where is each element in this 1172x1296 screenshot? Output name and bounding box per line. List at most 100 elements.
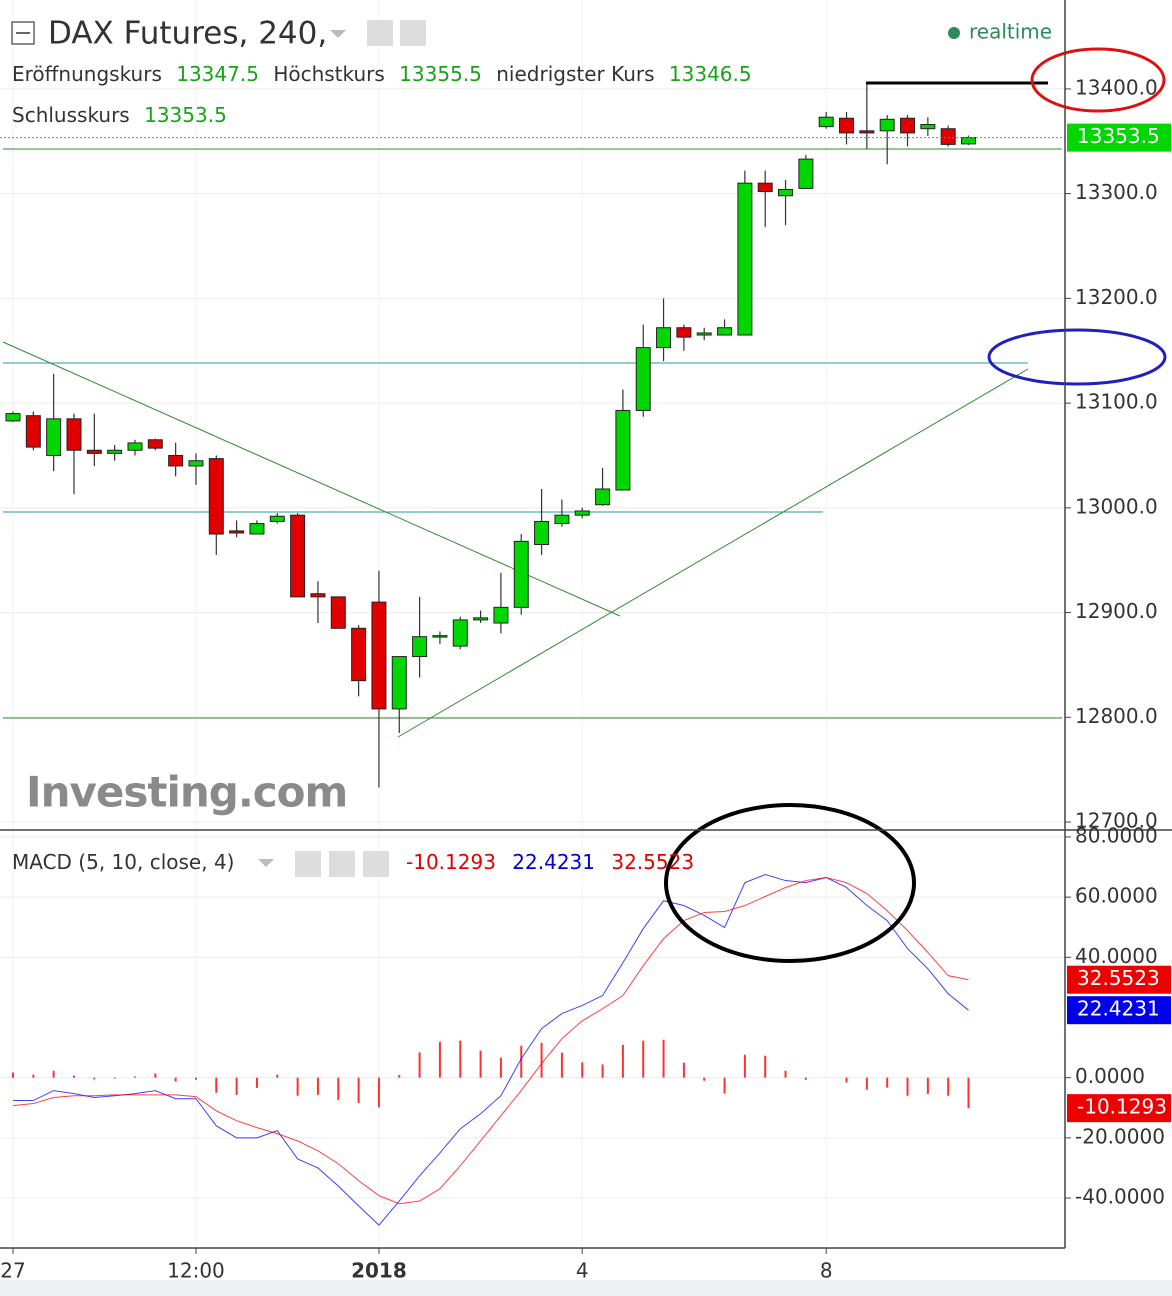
y-tick-label: 13300.0 [1075, 180, 1158, 204]
candle-body [493, 606, 509, 624]
ohlc-legend: Eröffnungskurs 13347.5 Höchstkurs 13355.… [12, 62, 752, 86]
chart-title: DAX Futures, 240, [48, 16, 327, 52]
settings-icon[interactable] [400, 20, 426, 46]
price-badge [1067, 1094, 1171, 1123]
status: realtime [969, 20, 1052, 44]
macd-value: 22.4231 [512, 850, 595, 874]
y-tick-label: -40.0000 [1075, 1185, 1165, 1209]
y-tick-label: 60.0000 [1075, 884, 1158, 908]
status-dot [948, 27, 960, 39]
candle-body [391, 656, 407, 710]
candle-body [879, 118, 895, 132]
candle-body [290, 514, 306, 598]
y-tick-label: -20.0000 [1075, 1124, 1165, 1148]
ohlc-name: Höchstkurs [273, 62, 385, 86]
ohlc-value: 13353.5 [144, 103, 227, 127]
y-tick-label: 12900.0 [1075, 599, 1158, 623]
candle-body [676, 327, 692, 338]
marks [0, 83, 1065, 1226]
candle-body [839, 117, 855, 134]
ohlc-legend: Schlusskurs 13353.5 [12, 103, 227, 127]
candle-body [554, 514, 570, 525]
candle-body [961, 137, 977, 145]
candle-body [940, 128, 956, 145]
candle-body [635, 347, 651, 411]
y-tick-label: 13200.0 [1075, 285, 1158, 309]
ohlc-value: 13347.5 [176, 62, 259, 86]
candle-body [86, 449, 102, 454]
candle-body [656, 327, 672, 349]
ohlc-name: niedrigster Kurs [496, 62, 654, 86]
ohlc-value: 13346.5 [669, 62, 752, 86]
macd-value: -10.1293 [406, 850, 496, 874]
annotation-ellipse [987, 328, 1167, 386]
price-badge-label: 13353.5 [1077, 124, 1160, 148]
candle-body [574, 510, 590, 516]
candle-body [900, 117, 916, 134]
x-tick-label: 27 [0, 1259, 25, 1283]
macd-line [13, 874, 969, 1226]
candle-body [25, 415, 41, 448]
candle-body [737, 182, 753, 336]
candle-body [208, 458, 224, 535]
candle-body [168, 454, 184, 467]
candle-body [818, 116, 834, 128]
candle-body [432, 635, 448, 638]
dropdown-icon[interactable] [258, 859, 274, 867]
candle-body [351, 627, 367, 682]
candle-body [920, 124, 936, 130]
price-badge-label: -10.1293 [1077, 1095, 1167, 1119]
macd-value: 32.5523 [611, 850, 694, 874]
y-tick-label: 40.0000 [1075, 944, 1158, 968]
macd-values: -10.1293 22.4231 32.5523 [406, 850, 694, 874]
y-tick-label: 80.0000 [1075, 823, 1158, 847]
candle-body [798, 158, 814, 189]
visibility-icon[interactable] [367, 20, 393, 46]
candle-body [330, 596, 346, 629]
candle-body [757, 182, 773, 193]
watermark: Investing.com [26, 768, 347, 817]
candle-body [513, 540, 529, 608]
y-tick-label: 13400.0 [1075, 75, 1158, 99]
candle-body [534, 520, 550, 546]
candle-body [269, 515, 285, 522]
x-tick-label: 12:00 [167, 1259, 225, 1283]
candle-body [107, 449, 123, 454]
candle-body [452, 619, 468, 647]
ohlc-value: 13355.5 [399, 62, 482, 86]
candle-body [310, 593, 326, 598]
ohlc-name: Eröffnungskurs [12, 62, 162, 86]
candle-body [615, 409, 631, 491]
macd-title: MACD (5, 10, close, 4) [12, 850, 234, 874]
dropdown-icon[interactable] [330, 30, 346, 38]
candle-body [147, 439, 163, 449]
candle-body [249, 523, 265, 535]
y-tick-label: 0.0000 [1075, 1064, 1145, 1088]
x-tick-label: 8 [820, 1259, 833, 1283]
price-badge [1067, 965, 1171, 994]
candle-body [127, 442, 143, 451]
candle-body [5, 413, 21, 422]
candle-body [229, 530, 245, 534]
price-badge-label: 32.5523 [1077, 966, 1160, 990]
footer-strip [0, 1280, 1172, 1296]
y-tick-label: 13000.0 [1075, 494, 1158, 518]
candle-body [473, 617, 489, 621]
price-badge [1067, 123, 1171, 152]
visibility-icon[interactable] [295, 851, 321, 877]
candle-body [371, 601, 387, 710]
annotation-ellipse [664, 803, 916, 963]
x-tick-label: 4 [576, 1259, 589, 1283]
candle-body [46, 418, 62, 456]
candle-body [717, 327, 733, 336]
candle-body [66, 418, 82, 451]
annotation-ellipse [1030, 47, 1166, 113]
close-icon[interactable] [363, 851, 389, 877]
settings-icon[interactable] [329, 851, 355, 877]
collapse-icon[interactable] [11, 21, 35, 45]
y-tick-label: 12800.0 [1075, 704, 1158, 728]
signal-line [12, 877, 969, 1205]
